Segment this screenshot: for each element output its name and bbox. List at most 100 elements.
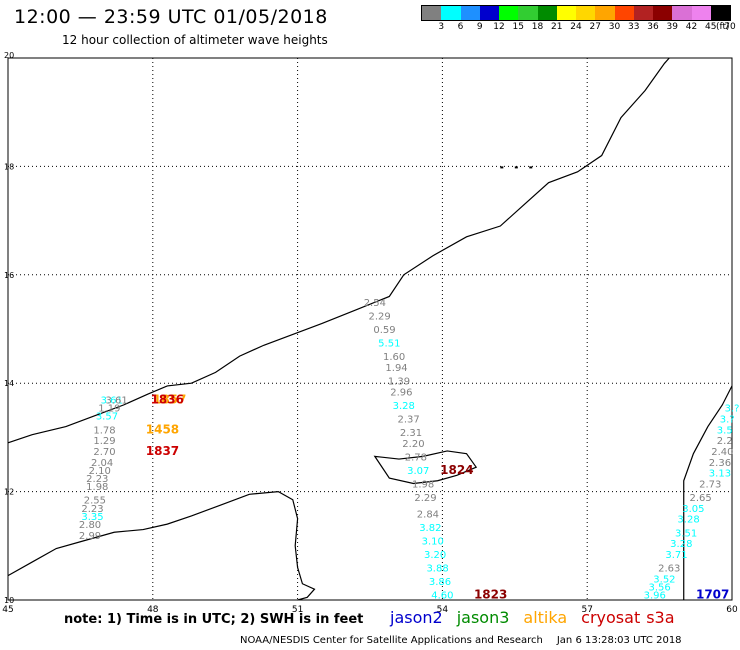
legend-swatch xyxy=(691,6,711,20)
color-legend xyxy=(421,5,731,21)
wave-height-value: 2.55 xyxy=(84,496,106,507)
legend-swatch xyxy=(595,6,615,20)
legend-label: 27 xyxy=(589,22,601,32)
wave-height-value: 2.80 xyxy=(79,520,101,531)
legend-label: 24 xyxy=(570,22,582,32)
satellite-cryosat: cryosat xyxy=(581,608,641,627)
legend-swatch xyxy=(633,6,653,20)
wave-height-value: 2.40 xyxy=(711,447,733,458)
legend-label: 33 xyxy=(628,22,640,32)
wave-height-value: 3.82 xyxy=(419,523,441,534)
coastline xyxy=(7,490,316,601)
legend-unit: (ft) xyxy=(716,22,730,32)
legend-swatch xyxy=(479,6,499,20)
satellite-key: jason2 jason3 altika cryosat s3a xyxy=(390,608,689,627)
wave-height-value: 3.61 xyxy=(101,395,123,406)
wave-height-value: 3.10 xyxy=(422,536,444,547)
wave-height-value: 2.78 xyxy=(405,452,427,463)
y-tick-label: 18 xyxy=(4,162,14,171)
legend-swatch xyxy=(576,6,596,20)
legend-label: 3 xyxy=(438,22,445,32)
wave-height-value: 3.28 xyxy=(670,539,692,550)
wave-height-value: 2.23 xyxy=(86,474,108,485)
legend-swatch xyxy=(537,6,557,20)
y-tick-label: 12 xyxy=(4,488,14,497)
legend-labels: 3 6 9 12 15 18 21 24 27 30 33 36 39 42 45 70 xyxy=(421,22,735,34)
wave-height-value: 2.99 xyxy=(79,531,101,542)
wave-height-value: 2.63 xyxy=(658,563,680,574)
legend-swatch xyxy=(499,6,519,20)
wave-height-value: 3.13 xyxy=(709,469,731,480)
wave-height-value: 3.57 xyxy=(96,412,118,423)
legend-label: 70 xyxy=(724,22,736,32)
wave-height-value: 3.5 xyxy=(717,425,733,436)
credit-text: NOAA/NESDIS Center for Satellite Applica… xyxy=(240,635,543,646)
wave-height-value: 3.88 xyxy=(426,563,448,574)
wave-height-value: 1.19 xyxy=(98,404,120,415)
wave-height-value: 2.70 xyxy=(93,447,115,458)
wave-height-value: 5.51 xyxy=(378,339,400,350)
wave-height-value: 3.96 xyxy=(644,591,666,602)
x-tick-label: 48 xyxy=(147,605,159,615)
wave-height-value: 1.98 xyxy=(412,479,434,490)
legend-label: 21 xyxy=(551,22,563,32)
wave-height-value: 2.20 xyxy=(402,439,424,450)
wave-height-value: 1.60 xyxy=(383,352,405,363)
x-tick-label: 51 xyxy=(292,605,303,615)
legend-swatch xyxy=(441,6,461,20)
wave-height-value: 3.56 xyxy=(648,582,670,593)
x-tick-label: 54 xyxy=(437,605,449,615)
legend-swatch xyxy=(614,6,634,20)
wave-height-value: 3.20 xyxy=(424,550,446,561)
legend-label: 6 xyxy=(457,22,464,32)
y-tick-label: 10 xyxy=(4,596,14,605)
wave-height-value: 2.29 xyxy=(369,311,391,322)
wave-height-value: 2.73 xyxy=(699,479,721,490)
islet xyxy=(514,166,518,169)
map-subtitle: 12 hour collection of altimeter wave hei… xyxy=(62,33,328,47)
legend-label: 45 xyxy=(705,22,717,32)
wave-height-value: 2.10 xyxy=(89,466,111,477)
wave-height-value: 3.61 xyxy=(105,395,127,406)
wave-height-value: 1.98 xyxy=(86,482,108,493)
satellite-altika: altika xyxy=(523,608,568,627)
credit-line: NOAA/NESDIS Center for Satellite Applica… xyxy=(240,635,682,646)
y-tick-label: 16 xyxy=(4,271,14,280)
wave-height-value: 2.29 xyxy=(414,493,436,504)
wave-height-value: 3.35 xyxy=(81,512,103,523)
wave-height-value: 2.2 xyxy=(717,436,733,447)
islet xyxy=(529,166,533,169)
legend-label: 36 xyxy=(647,22,659,32)
satellite-jason2: jason2 xyxy=(390,608,443,627)
legend-label: 39 xyxy=(666,22,678,32)
legend-label: 12 xyxy=(493,22,505,32)
coastline xyxy=(7,57,670,444)
map-title: 12:00 — 23:59 UTC 01/05/2018 xyxy=(14,6,328,28)
wave-height-value: 1.94 xyxy=(385,363,407,374)
wave-height-value: 3.52 xyxy=(653,574,675,585)
wave-height-value: 3.28 xyxy=(677,515,699,526)
y-tick-label: 14 xyxy=(4,379,14,388)
wave-height-value: 2.84 xyxy=(417,509,439,520)
legend-label: 9 xyxy=(476,22,483,32)
wave-height-value: 3.05 xyxy=(682,504,704,515)
wave-height-value: 2.37 xyxy=(397,414,419,425)
wave-height-value: 4.60 xyxy=(431,591,453,602)
coastline xyxy=(683,385,733,600)
pass-time-label: 1857 xyxy=(153,392,186,406)
legend-swatch xyxy=(518,6,538,20)
pass-time-label: 1824 xyxy=(440,463,473,477)
pass-time-label: 1458 xyxy=(146,422,179,436)
wave-height-value: 3.51 xyxy=(675,528,697,539)
legend-swatch xyxy=(556,6,576,20)
legend-swatch xyxy=(653,6,673,20)
wave-height-value: 0.59 xyxy=(373,325,395,336)
islet xyxy=(500,166,504,169)
pass-time-label: 1707 xyxy=(696,588,729,602)
legend-label: 15 xyxy=(512,22,524,32)
island xyxy=(373,450,478,485)
legend-label: 42 xyxy=(685,22,698,32)
x-tick-label: 45 xyxy=(2,605,13,615)
legend-swatch xyxy=(672,6,692,20)
satellite-s3a: s3a xyxy=(646,608,675,627)
